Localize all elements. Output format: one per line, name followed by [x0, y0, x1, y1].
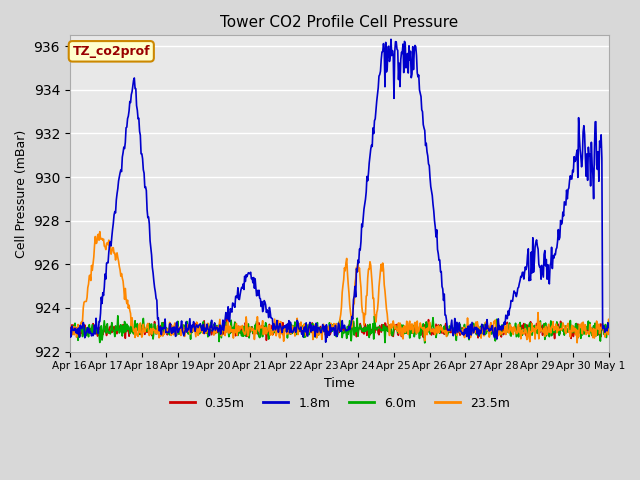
Title: Tower CO2 Profile Cell Pressure: Tower CO2 Profile Cell Pressure [220, 15, 459, 30]
X-axis label: Time: Time [324, 377, 355, 390]
Y-axis label: Cell Pressure (mBar): Cell Pressure (mBar) [15, 129, 28, 258]
Legend: 0.35m, 1.8m, 6.0m, 23.5m: 0.35m, 1.8m, 6.0m, 23.5m [164, 392, 515, 415]
Text: TZ_co2prof: TZ_co2prof [72, 45, 150, 58]
